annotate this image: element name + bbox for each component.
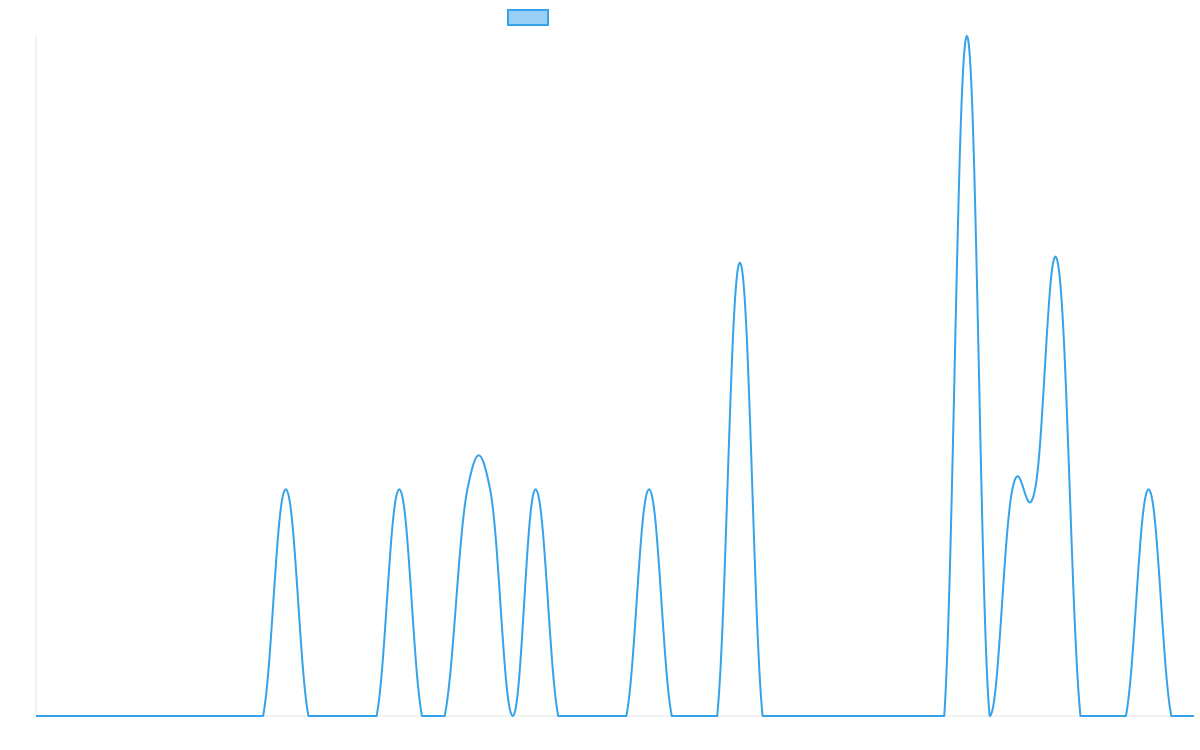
legend [507, 9, 549, 26]
axes [35, 36, 1194, 717]
series-layer [36, 35, 1194, 717]
legend-swatch[interactable] [507, 9, 549, 26]
series-line [36, 35, 1194, 717]
